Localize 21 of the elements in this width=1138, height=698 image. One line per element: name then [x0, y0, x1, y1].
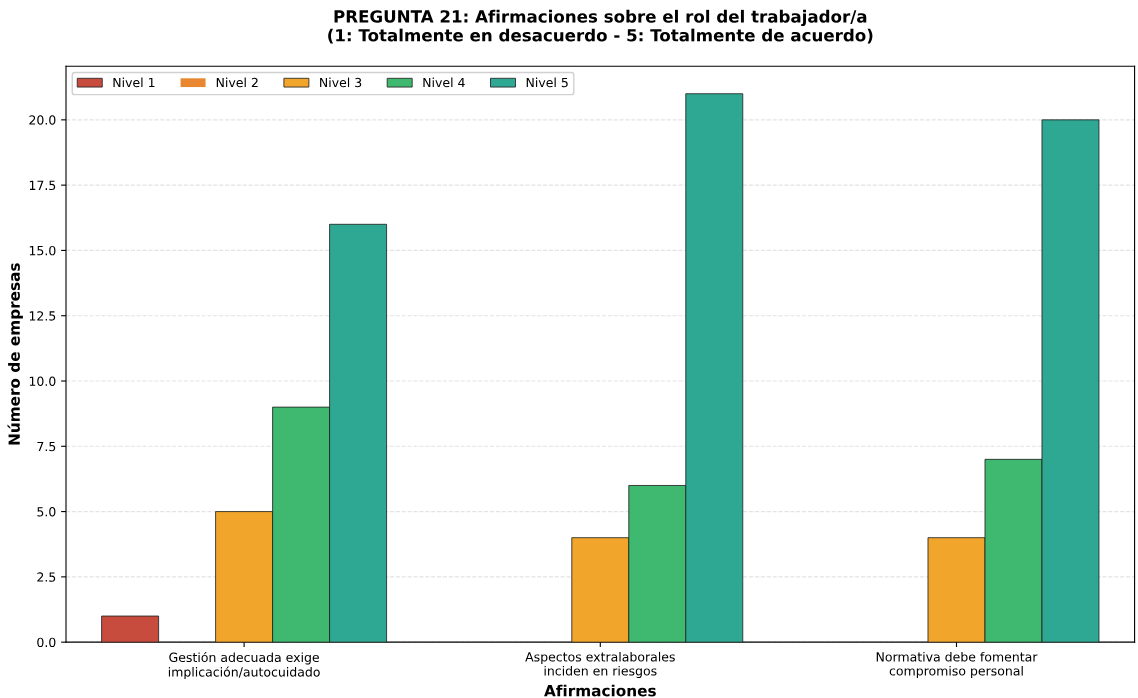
y-tick-label: 7.5 [37, 441, 56, 452]
x-tick-label: Aspectos extralaborales inciden en riesgos [525, 651, 675, 678]
legend-label: Nivel 2 [216, 77, 258, 88]
legend-label: Nivel 4 [423, 77, 465, 88]
y-tick-label: 2.5 [37, 572, 56, 582]
x-tick-label: Gestión adecuada exige implicación/autocuidado [168, 651, 320, 680]
legend-label: Nivel 3 [320, 77, 362, 88]
x-axis-title: Afirmaciones [544, 684, 656, 697]
bar [101, 615, 160, 643]
y-tick-label: 20.0 [29, 115, 56, 125]
y-tick-label: 10.0 [29, 376, 56, 386]
y-axis-title: Número de empresas [7, 263, 23, 445]
y-tick-label: 5.0 [37, 507, 56, 517]
x-tick-label: Normativa debe fomentar compromiso personal [876, 651, 1038, 678]
y-tick-label: 0.0 [37, 637, 56, 648]
legend-label: Nivel 1 [113, 77, 155, 88]
y-tick-label: 17.5 [29, 180, 56, 191]
y-tick-label: 15.0 [29, 245, 56, 256]
y-tick-label: 12.5 [29, 311, 56, 321]
chart-title: PREGUNTA 21: Afirmaciones sobre el rol del trabajador/a (1: Totalmente en desacuerdo - 5: Totalmente de acuerdo) [328, 9, 873, 44]
legend-label: Nivel 5 [526, 77, 568, 88]
